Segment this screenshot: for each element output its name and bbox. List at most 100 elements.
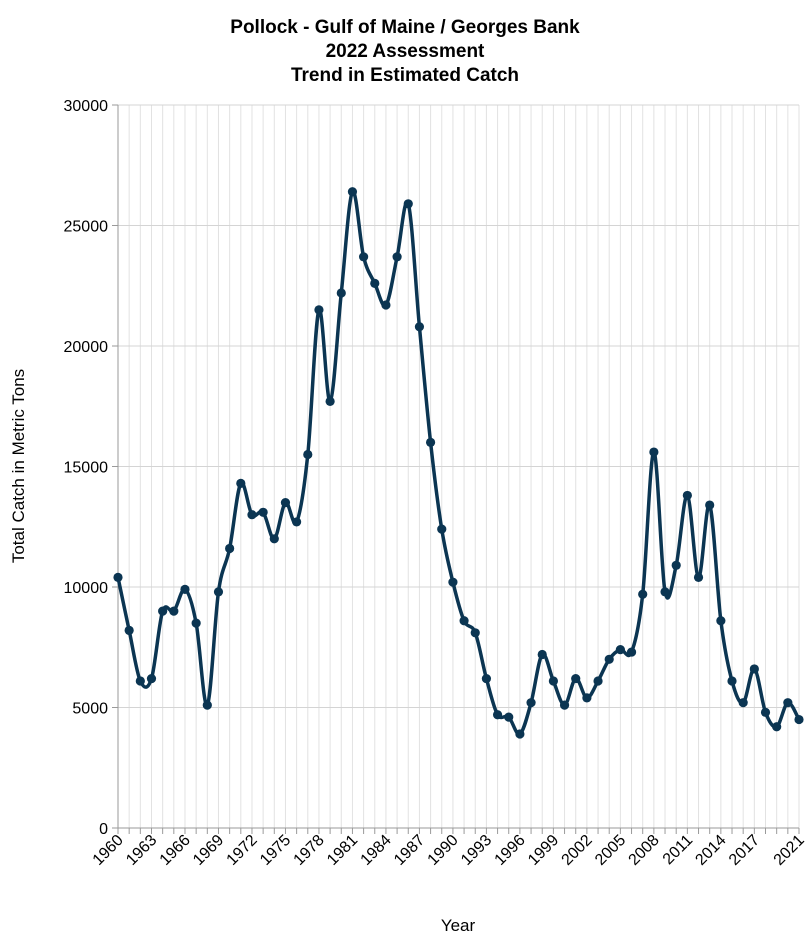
data-point [559, 700, 570, 710]
data-point [749, 664, 759, 674]
data-point [504, 712, 514, 722]
data-point [113, 572, 123, 582]
data-point [370, 278, 380, 288]
x-tick-label: 2017 [726, 832, 763, 869]
data-point [515, 729, 525, 739]
x-tick-label: 2002 [559, 832, 596, 869]
data-point [280, 498, 291, 508]
axes [112, 104, 800, 834]
data-point [716, 616, 726, 626]
data-point [537, 649, 547, 660]
data-point [671, 560, 681, 570]
catch-series [113, 187, 804, 739]
x-tick-label: 1966 [157, 832, 194, 869]
chart-title-line-3: Trend in Estimated Catch [291, 65, 519, 86]
data-point [169, 606, 179, 616]
y-tick-label: 30000 [64, 98, 109, 115]
data-point [336, 288, 346, 298]
data-point [258, 507, 268, 517]
x-tick-label: 1999 [525, 832, 562, 869]
data-point [146, 673, 157, 684]
x-tick-label: 1960 [90, 832, 127, 869]
data-point [638, 589, 648, 599]
data-point [303, 449, 313, 460]
data-point [124, 625, 134, 635]
data-point [604, 654, 614, 664]
x-tick-label: 1978 [291, 832, 328, 869]
data-point [481, 673, 492, 684]
chart-title-line-1: Pollock - Gulf of Maine / Georges Bank [230, 17, 580, 38]
x-tick-label: 2021 [771, 832, 808, 869]
chart-title-line-2: 2022 Assessment [326, 41, 485, 62]
data-point [225, 543, 235, 554]
y-tick-label: 5000 [72, 701, 108, 718]
x-tick-label: 2014 [692, 832, 729, 869]
y-tick-label: 25000 [64, 219, 109, 236]
y-tick-label: 0 [99, 821, 108, 838]
x-tick-label: 1984 [358, 832, 395, 869]
data-point [772, 722, 782, 732]
data-point [693, 572, 704, 582]
data-point [158, 606, 168, 616]
data-point [347, 187, 358, 197]
data-point [682, 490, 692, 501]
data-point [548, 676, 558, 686]
data-point [359, 252, 369, 262]
data-point [180, 584, 190, 595]
data-point [470, 628, 480, 638]
data-point [660, 587, 670, 597]
data-point [794, 714, 804, 725]
x-tick-label: 1981 [324, 832, 361, 869]
data-point [593, 676, 603, 686]
data-point [582, 693, 592, 703]
x-tick-label: 1972 [224, 832, 261, 869]
data-point [437, 524, 447, 534]
data-point [269, 534, 279, 544]
x-tick-label: 1996 [492, 832, 529, 869]
data-point [135, 676, 145, 686]
data-point [526, 698, 536, 708]
data-point [247, 510, 257, 520]
data-point [738, 698, 748, 708]
data-point [783, 698, 793, 708]
x-tick-label: 1993 [458, 832, 495, 869]
data-point [414, 322, 425, 332]
data-point [236, 478, 246, 488]
data-point [705, 500, 715, 510]
y-axis-title: Total Catch in Metric Tons [9, 369, 28, 563]
data-point [492, 710, 503, 720]
data-point [649, 447, 659, 457]
catch-line [116, 189, 801, 736]
data-point [571, 673, 581, 684]
data-point [213, 587, 224, 597]
x-tick-label: 1969 [190, 832, 227, 869]
data-point [314, 305, 324, 315]
y-tick-label: 20000 [64, 339, 109, 356]
data-point [760, 707, 771, 717]
data-point [325, 396, 335, 407]
data-point [727, 676, 737, 686]
data-point [191, 618, 201, 628]
y-tick-labels: 0 5000 10000 15000 20000 25000 30000 [64, 98, 109, 838]
y-tick-label: 15000 [64, 460, 109, 477]
x-tick-label: 1963 [123, 832, 160, 869]
grid [117, 104, 800, 829]
data-point [615, 645, 625, 655]
x-tick-label: 1987 [391, 832, 428, 869]
data-point [459, 616, 469, 626]
data-point [381, 300, 391, 310]
data-point [392, 252, 402, 262]
x-tick-label: 2011 [660, 832, 696, 868]
data-point [202, 700, 212, 710]
x-tick-label: 1990 [425, 832, 462, 869]
x-axis-title: Year [441, 916, 476, 935]
data-point [448, 577, 458, 587]
y-tick-label: 10000 [64, 580, 109, 597]
data-point [626, 647, 637, 657]
x-tick-label: 1975 [257, 832, 294, 869]
x-tick-labels: 1960196319661969197219751978198119841987… [90, 832, 808, 869]
data-point [403, 199, 413, 209]
data-point [425, 437, 436, 447]
x-tick-label: 2008 [626, 832, 663, 869]
